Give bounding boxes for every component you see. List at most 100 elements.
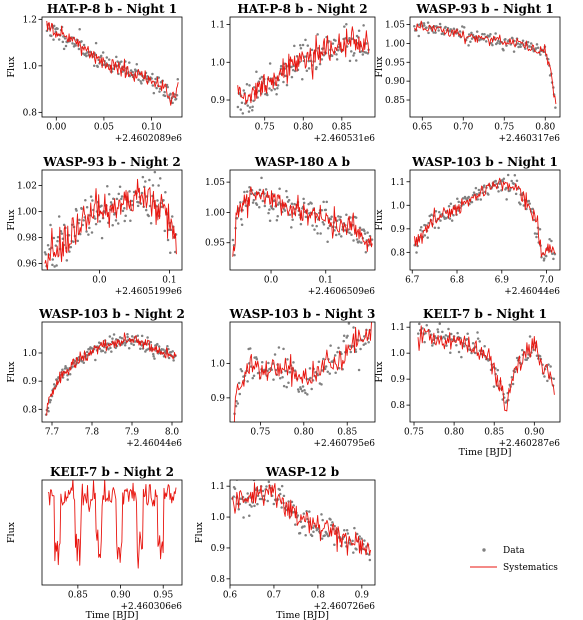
data-point: [310, 534, 314, 538]
x-tick-label: 8.0: [165, 428, 180, 438]
systematics-line: [47, 480, 177, 569]
data-point: [167, 347, 170, 351]
panel-title: KELT-7 b - Night 2: [50, 465, 174, 479]
data-point: [348, 231, 351, 235]
x-offset-label: +2.460726e6: [313, 602, 375, 612]
data-point: [329, 217, 333, 221]
data-point: [310, 202, 313, 205]
data-point: [337, 367, 341, 370]
x-tick-label: 0.0: [264, 276, 279, 286]
data-point: [305, 69, 309, 72]
data-point: [239, 367, 243, 371]
data-point: [117, 222, 120, 225]
data-point: [156, 199, 159, 202]
data-point: [346, 334, 349, 338]
systematics-line: [233, 322, 372, 422]
data-point: [55, 378, 59, 381]
data-point: [423, 340, 426, 344]
data-point: [427, 31, 430, 35]
data-point: [334, 371, 337, 374]
data-point: [522, 204, 526, 207]
data-point: [123, 219, 126, 223]
data-point: [248, 84, 251, 87]
data-point: [85, 230, 88, 233]
systematics-line: [45, 332, 177, 416]
data-point: [553, 252, 557, 256]
data-point: [478, 340, 481, 343]
data-point: [149, 340, 153, 344]
data-point: [64, 365, 67, 368]
data-point: [80, 40, 83, 43]
data-point: [71, 365, 74, 368]
systematics-line: [413, 20, 557, 105]
data-point: [151, 184, 155, 187]
data-point: [334, 233, 338, 237]
data-point: [476, 337, 480, 340]
data-point: [89, 195, 93, 198]
data-point: [483, 33, 486, 36]
systematics-line: [46, 20, 179, 106]
data-point: [476, 198, 479, 201]
data-point: [169, 92, 172, 96]
axes-frame: [41, 479, 183, 586]
data-point: [57, 38, 61, 41]
data-point: [82, 43, 86, 47]
data-point: [160, 205, 163, 209]
data-point: [68, 373, 72, 376]
data-point: [82, 219, 86, 222]
y-tick-label: 0.95: [385, 58, 405, 68]
data-point: [296, 388, 300, 391]
data-point: [491, 43, 494, 47]
data-point: [353, 526, 356, 530]
data-point: [488, 35, 491, 38]
panel-title: WASP-180 A b: [254, 155, 350, 169]
data-point: [470, 200, 474, 204]
y-tick-label: 0.9: [23, 377, 38, 387]
data-point: [302, 197, 305, 201]
data-point: [46, 244, 50, 247]
data-point: [147, 214, 150, 218]
data-point: [342, 334, 346, 337]
data-point: [166, 238, 170, 242]
data-point: [100, 236, 104, 240]
data-point: [252, 86, 256, 89]
data-point: [467, 33, 471, 36]
data-point: [515, 356, 519, 360]
data-point: [248, 106, 252, 109]
data-point: [447, 327, 450, 331]
data-point: [293, 44, 296, 48]
data-point: [355, 532, 359, 536]
data-point: [355, 238, 359, 241]
data-point: [455, 344, 458, 347]
plot-area: [233, 322, 372, 422]
data-point: [364, 342, 367, 345]
legend-data-marker: [482, 548, 486, 552]
data-point: [512, 50, 516, 53]
data-point: [483, 345, 486, 348]
x-tick-label: 0.85: [337, 428, 357, 438]
data-point: [267, 211, 270, 215]
data-point: [115, 55, 118, 59]
data-point: [426, 236, 429, 239]
data-point: [419, 228, 422, 232]
data-point: [476, 331, 479, 334]
data-point: [171, 350, 174, 353]
x-tick-label: 0.90: [524, 428, 544, 438]
data-point: [423, 24, 426, 27]
data-point: [473, 351, 477, 355]
data-point: [266, 93, 269, 97]
data-point: [111, 337, 114, 340]
data-point: [360, 241, 363, 244]
data-point: [260, 361, 264, 364]
panel-title: HAT-P-8 b - Night 2: [237, 2, 367, 16]
systematics-line: [417, 325, 555, 412]
data-point: [172, 359, 175, 362]
data-point: [434, 209, 438, 213]
x-tick-label: 7.7: [45, 428, 60, 438]
axes-frame: [409, 169, 561, 271]
data-point: [437, 226, 440, 230]
data-point: [352, 326, 355, 329]
data-point: [363, 229, 366, 233]
x-tick-label: 0.75: [404, 428, 424, 438]
data-point: [252, 99, 255, 103]
